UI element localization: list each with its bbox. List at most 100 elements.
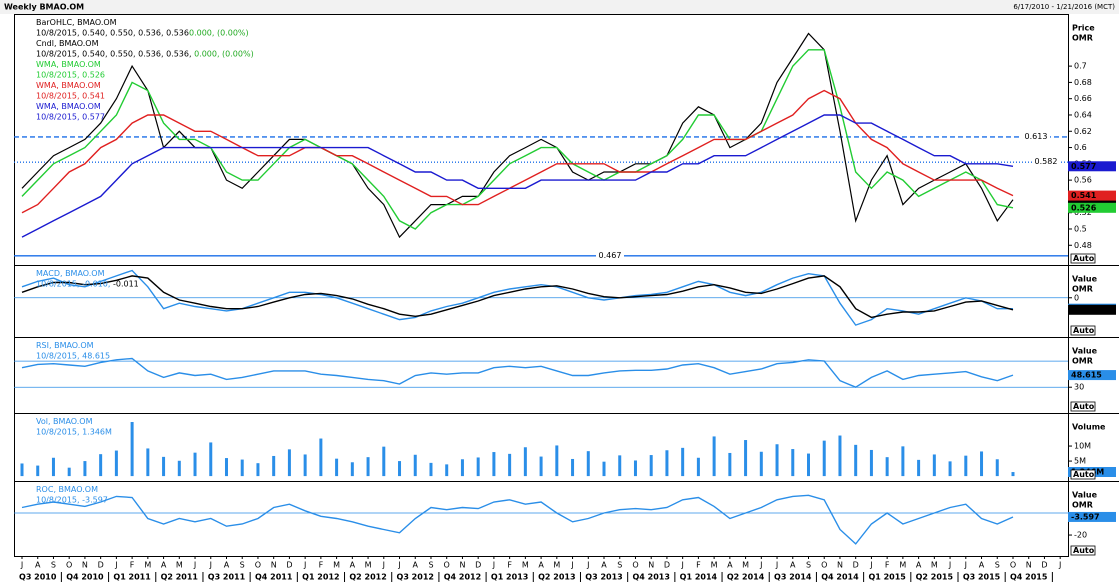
x-tick-label: J [948, 561, 951, 570]
volume-bar [854, 444, 858, 477]
legend-text: 10/8/2015, -0.010, [36, 279, 113, 288]
quarter-label: Q4 2014 [821, 573, 859, 582]
auto-button [1070, 469, 1096, 480]
y-tick-label: 10M [1074, 442, 1091, 451]
volume-bar [602, 461, 606, 477]
volume-bar [350, 462, 354, 477]
volume-bar [83, 461, 87, 477]
legend-line: 10/8/2015, -3.597 [36, 495, 108, 504]
x-tick-label: F [507, 561, 512, 570]
x-tick-label: J [1058, 561, 1061, 570]
level-label-bg [1022, 131, 1050, 141]
auto-button [1070, 253, 1096, 264]
volume-bar [665, 450, 669, 477]
legend-text: ROC, BMAO.OM [36, 485, 98, 494]
volume-bar [523, 447, 527, 477]
quarter-label: Q4 2011 [255, 573, 293, 582]
volume-bar [1011, 472, 1015, 477]
legend-text: MACD, BMAO.OM [36, 269, 105, 278]
volume-bar [932, 454, 936, 477]
value-tag [1068, 190, 1116, 201]
x-tick-label: A [350, 561, 356, 570]
legend-line: WMA, BMAO.OM [36, 102, 101, 111]
legend-line: BarOHLC, BMAO.OM [36, 18, 117, 27]
x-tick-label: S [240, 561, 245, 570]
x-tick-label: M [742, 561, 749, 570]
x-tick-label: J [114, 561, 117, 570]
x-tick-label: D [1041, 561, 1047, 570]
x-tick-label: A [224, 561, 230, 570]
x-tick-label: O [255, 561, 261, 570]
y-tick-label: 0.64 [1074, 110, 1092, 119]
series-line [21, 275, 1014, 319]
volume-bar [728, 452, 732, 477]
x-tick-label: J [303, 561, 306, 570]
volume-bar [445, 464, 449, 477]
legend-line: 10/8/2015, 1.346M [36, 427, 112, 436]
legend-text: 10/8/2015, 0.577 [36, 112, 105, 121]
x-tick-label: J [759, 561, 762, 570]
x-tick-label: O [1010, 561, 1016, 570]
quarter-label: Q1 2013 [491, 573, 528, 582]
value-tag-label: -0.011 [1071, 305, 1100, 314]
legend-text: 0.000, (0.00%) [194, 49, 254, 58]
legend-line: Vol, BMAO.OM [36, 417, 93, 426]
quarter-label: Q2 2015 [916, 573, 954, 582]
volume-bar [555, 445, 559, 477]
auto-label: Auto [1073, 546, 1095, 555]
series-line [21, 49, 1014, 230]
x-tick-label: D [853, 561, 859, 570]
legend-line: MACD, BMAO.OM [36, 269, 105, 278]
x-tick-label: J [193, 561, 196, 570]
x-tick-label: O [66, 561, 72, 570]
quarter-label: Q2 2013 [538, 573, 575, 582]
x-tick-label: N [648, 561, 654, 570]
y-tick-label: 0.56 [1074, 176, 1092, 185]
volume-bar [964, 455, 968, 477]
legend-text: WMA, BMAO.OM [36, 81, 101, 90]
x-tick-label: O [821, 561, 827, 570]
x-tick-label: N [459, 561, 465, 570]
volume-bar [791, 449, 795, 477]
legend-text: 0.000, (0.00%) [189, 28, 249, 37]
quarter-label: Q4 2010 [66, 573, 104, 582]
x-tick-label: A [790, 561, 796, 570]
volume-bar [177, 460, 181, 477]
legend-text: RSI, BMAO.OM [36, 341, 94, 350]
volume-bar [67, 467, 71, 477]
x-tick-label: D [475, 561, 481, 570]
y-tick-label: 5M [1074, 457, 1086, 466]
volume-bar [744, 440, 748, 477]
auto-label: Auto [1073, 470, 1095, 479]
y-axis-title: Value [1072, 491, 1098, 500]
legend-text: 10/8/2015, 1.346M [36, 427, 112, 436]
x-tick-label: N [1026, 561, 1032, 570]
legend-line: WMA, BMAO.OM [36, 60, 101, 69]
series-line [21, 494, 1014, 545]
x-tick-label: J [209, 561, 212, 570]
level-label: 0.467 [599, 251, 622, 260]
quarter-label: Q1 2012 [302, 573, 339, 582]
y-tick-label: 30 [1074, 383, 1084, 392]
x-tick-label: M [144, 561, 151, 570]
quarter-label: Q4 2012 [444, 573, 481, 582]
series-line [21, 89, 1014, 214]
series-line [21, 357, 1014, 388]
y-tick-label: 0.7 [1074, 62, 1087, 71]
x-tick-label: J [964, 561, 967, 570]
x-tick-label: F [885, 561, 890, 570]
volume-bar [335, 458, 339, 477]
legend-text: 10/8/2015, 0.541 [36, 91, 105, 100]
x-tick-label: J [586, 561, 589, 570]
level-label-bg [1032, 157, 1060, 167]
auto-button [1070, 325, 1096, 336]
y-axis-title: OMR [1072, 285, 1093, 294]
auto-label: Auto [1073, 326, 1095, 335]
level-label-bg [596, 250, 624, 260]
value-tag [1068, 511, 1116, 522]
legend-line: ROC, BMAO.OM [36, 485, 98, 494]
auto-label: Auto [1073, 254, 1095, 263]
legend-text: WMA, BMAO.OM [36, 60, 101, 69]
volume-bar [838, 435, 842, 477]
volume-bar [256, 463, 260, 477]
